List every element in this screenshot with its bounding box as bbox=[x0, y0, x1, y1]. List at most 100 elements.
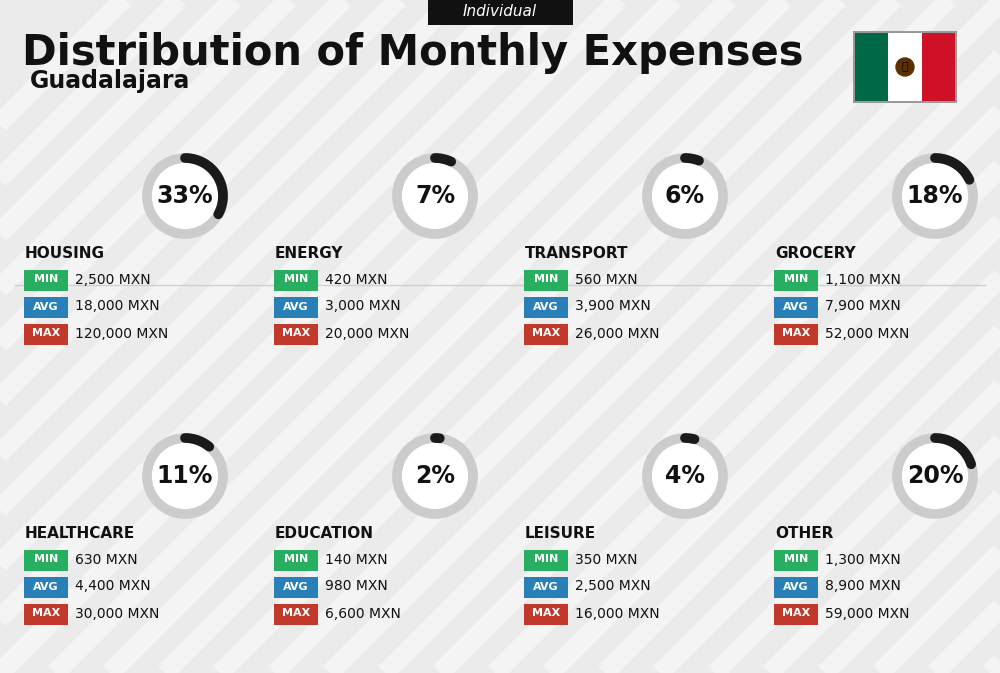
Text: AVG: AVG bbox=[33, 302, 59, 312]
FancyBboxPatch shape bbox=[24, 549, 68, 571]
Text: 1,300 MXN: 1,300 MXN bbox=[825, 553, 901, 567]
FancyBboxPatch shape bbox=[524, 324, 568, 345]
Text: MIN: MIN bbox=[784, 275, 808, 285]
Circle shape bbox=[397, 158, 473, 234]
Text: 52,000 MXN: 52,000 MXN bbox=[825, 326, 909, 341]
Text: 16,000 MXN: 16,000 MXN bbox=[575, 606, 660, 621]
Circle shape bbox=[147, 158, 223, 234]
FancyBboxPatch shape bbox=[524, 604, 568, 625]
Text: 2%: 2% bbox=[415, 464, 455, 488]
Text: 30,000 MXN: 30,000 MXN bbox=[75, 606, 159, 621]
Text: MAX: MAX bbox=[282, 328, 310, 339]
Circle shape bbox=[147, 438, 223, 514]
FancyBboxPatch shape bbox=[774, 577, 818, 598]
FancyBboxPatch shape bbox=[24, 577, 68, 598]
Text: 4,400 MXN: 4,400 MXN bbox=[75, 579, 151, 594]
FancyBboxPatch shape bbox=[274, 324, 318, 345]
Text: MIN: MIN bbox=[534, 555, 558, 565]
Text: AVG: AVG bbox=[533, 302, 559, 312]
Text: MAX: MAX bbox=[782, 608, 810, 618]
Circle shape bbox=[897, 158, 973, 234]
Text: TRANSPORT: TRANSPORT bbox=[525, 246, 629, 260]
Text: 2,500 MXN: 2,500 MXN bbox=[575, 579, 651, 594]
Text: 18,000 MXN: 18,000 MXN bbox=[75, 299, 160, 314]
Text: 11%: 11% bbox=[157, 464, 213, 488]
Text: AVG: AVG bbox=[283, 302, 309, 312]
FancyBboxPatch shape bbox=[274, 297, 318, 318]
FancyBboxPatch shape bbox=[274, 577, 318, 598]
FancyBboxPatch shape bbox=[774, 297, 818, 318]
Text: MIN: MIN bbox=[34, 275, 58, 285]
Text: OTHER: OTHER bbox=[775, 526, 833, 540]
Text: Distribution of Monthly Expenses: Distribution of Monthly Expenses bbox=[22, 32, 804, 74]
Text: ENERGY: ENERGY bbox=[275, 246, 344, 260]
Text: Individual: Individual bbox=[463, 5, 537, 20]
Text: 6,600 MXN: 6,600 MXN bbox=[325, 606, 401, 621]
Text: 140 MXN: 140 MXN bbox=[325, 553, 388, 567]
Text: HOUSING: HOUSING bbox=[25, 246, 105, 260]
FancyBboxPatch shape bbox=[524, 297, 568, 318]
Text: 2,500 MXN: 2,500 MXN bbox=[75, 273, 151, 287]
FancyBboxPatch shape bbox=[524, 549, 568, 571]
Text: 420 MXN: 420 MXN bbox=[325, 273, 388, 287]
Circle shape bbox=[897, 438, 973, 514]
Text: 33%: 33% bbox=[157, 184, 213, 208]
FancyBboxPatch shape bbox=[24, 604, 68, 625]
Text: MAX: MAX bbox=[32, 608, 60, 618]
Text: 4%: 4% bbox=[665, 464, 705, 488]
Text: 18%: 18% bbox=[907, 184, 963, 208]
Text: AVG: AVG bbox=[283, 581, 309, 592]
Text: 🦅: 🦅 bbox=[902, 62, 908, 72]
Text: AVG: AVG bbox=[533, 581, 559, 592]
Text: AVG: AVG bbox=[783, 581, 809, 592]
Text: Guadalajara: Guadalajara bbox=[30, 69, 190, 93]
FancyBboxPatch shape bbox=[428, 0, 572, 25]
Text: 8,900 MXN: 8,900 MXN bbox=[825, 579, 901, 594]
Text: LEISURE: LEISURE bbox=[525, 526, 596, 540]
Circle shape bbox=[896, 58, 914, 76]
Text: MIN: MIN bbox=[284, 275, 308, 285]
Text: MIN: MIN bbox=[534, 275, 558, 285]
Text: GROCERY: GROCERY bbox=[775, 246, 856, 260]
FancyBboxPatch shape bbox=[853, 31, 957, 103]
Text: 1,100 MXN: 1,100 MXN bbox=[825, 273, 901, 287]
FancyBboxPatch shape bbox=[774, 269, 818, 291]
Text: 980 MXN: 980 MXN bbox=[325, 579, 388, 594]
Text: MIN: MIN bbox=[784, 555, 808, 565]
FancyBboxPatch shape bbox=[24, 297, 68, 318]
Text: HEALTHCARE: HEALTHCARE bbox=[25, 526, 135, 540]
Text: 26,000 MXN: 26,000 MXN bbox=[575, 326, 660, 341]
Text: 120,000 MXN: 120,000 MXN bbox=[75, 326, 168, 341]
FancyBboxPatch shape bbox=[524, 577, 568, 598]
Text: 3,900 MXN: 3,900 MXN bbox=[575, 299, 651, 314]
Text: MAX: MAX bbox=[282, 608, 310, 618]
FancyBboxPatch shape bbox=[774, 324, 818, 345]
Text: AVG: AVG bbox=[783, 302, 809, 312]
FancyBboxPatch shape bbox=[24, 324, 68, 345]
Text: MIN: MIN bbox=[34, 555, 58, 565]
Text: MIN: MIN bbox=[284, 555, 308, 565]
FancyBboxPatch shape bbox=[24, 269, 68, 291]
Text: 6%: 6% bbox=[665, 184, 705, 208]
Text: MAX: MAX bbox=[782, 328, 810, 339]
FancyBboxPatch shape bbox=[274, 549, 318, 571]
Text: 20%: 20% bbox=[907, 464, 963, 488]
Circle shape bbox=[397, 438, 473, 514]
Text: 7,900 MXN: 7,900 MXN bbox=[825, 299, 901, 314]
Text: 20,000 MXN: 20,000 MXN bbox=[325, 326, 409, 341]
FancyBboxPatch shape bbox=[774, 549, 818, 571]
Text: AVG: AVG bbox=[33, 581, 59, 592]
FancyBboxPatch shape bbox=[774, 604, 818, 625]
Text: MAX: MAX bbox=[32, 328, 60, 339]
Text: 560 MXN: 560 MXN bbox=[575, 273, 638, 287]
Text: EDUCATION: EDUCATION bbox=[275, 526, 374, 540]
Circle shape bbox=[647, 158, 723, 234]
FancyBboxPatch shape bbox=[855, 33, 888, 101]
Text: MAX: MAX bbox=[532, 328, 560, 339]
Text: 3,000 MXN: 3,000 MXN bbox=[325, 299, 401, 314]
Text: MAX: MAX bbox=[532, 608, 560, 618]
FancyBboxPatch shape bbox=[922, 33, 955, 101]
FancyBboxPatch shape bbox=[274, 604, 318, 625]
Circle shape bbox=[647, 438, 723, 514]
Text: 350 MXN: 350 MXN bbox=[575, 553, 638, 567]
